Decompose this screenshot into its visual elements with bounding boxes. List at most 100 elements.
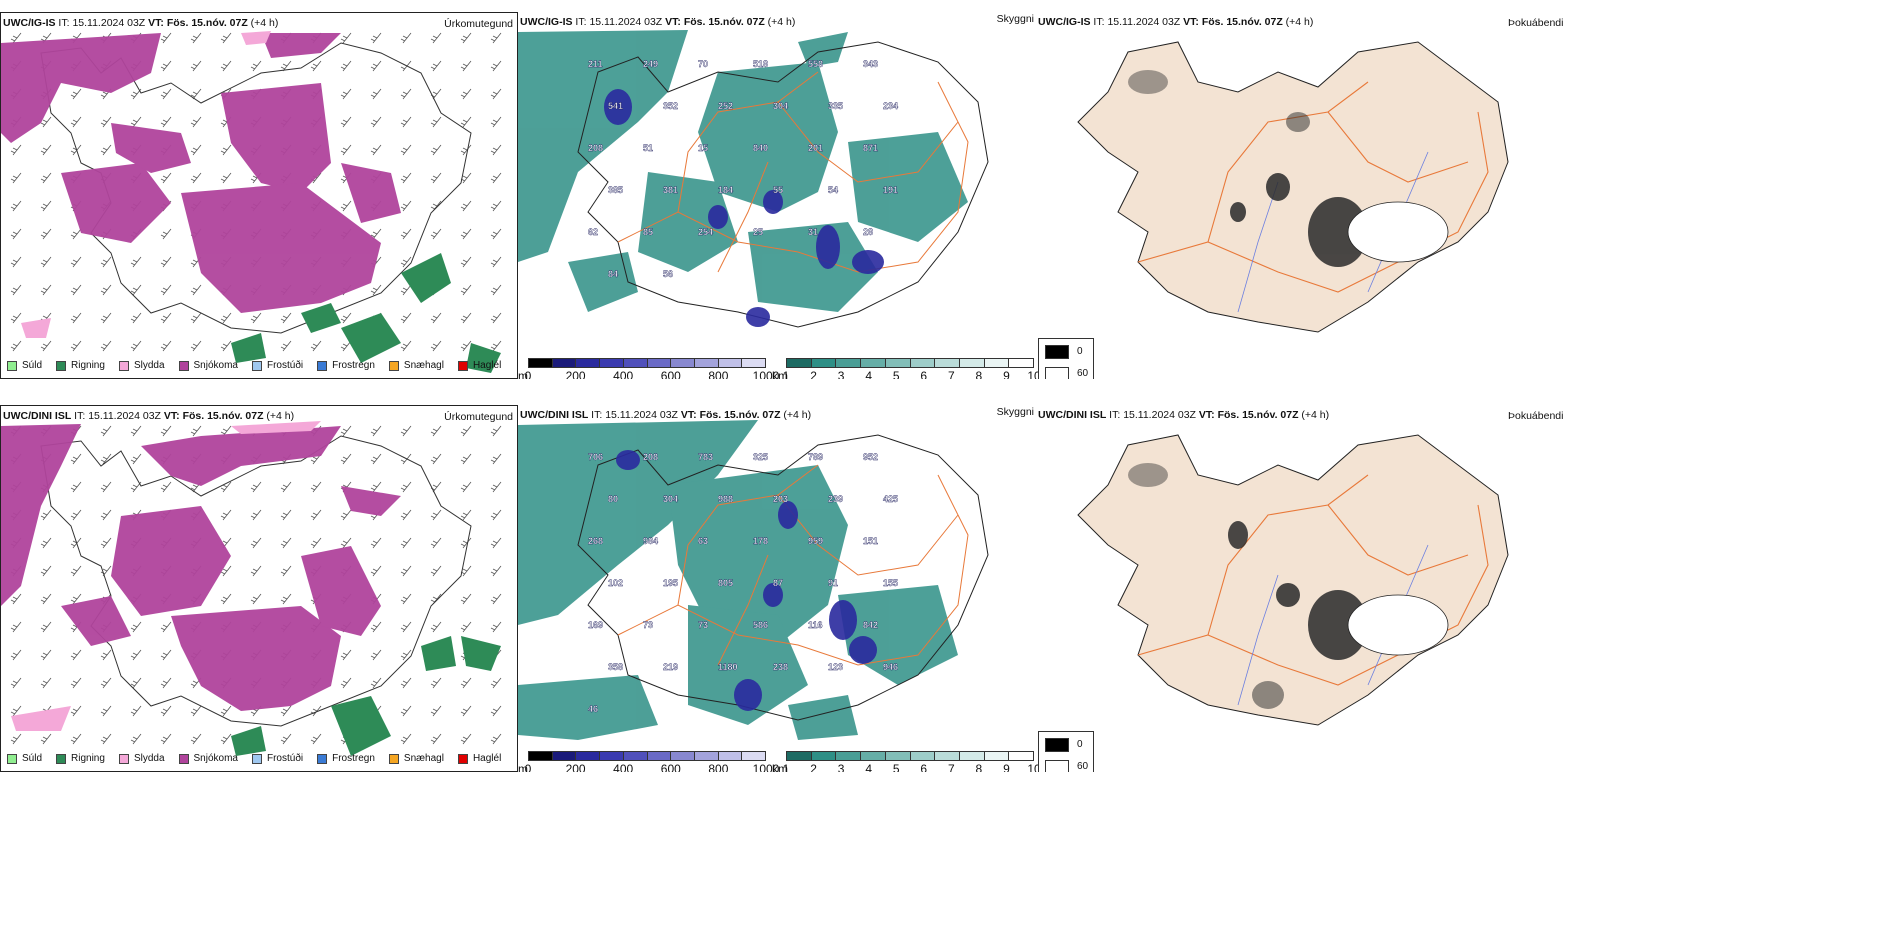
legend-swatch (317, 360, 328, 371)
ceiling-spot-value: 84 (608, 269, 618, 279)
wind-barb (490, 144, 502, 156)
wind-barb (130, 733, 142, 745)
wind-barb (460, 32, 472, 44)
tick-label: 1000 (752, 369, 780, 379)
wind-barb (490, 256, 502, 268)
wind-barb (460, 733, 472, 745)
visibility-bar (786, 751, 1034, 761)
wind-barb (100, 677, 112, 689)
ceiling-spot-value: 51 (643, 143, 653, 153)
wind-barb (130, 649, 142, 661)
ceiling-spot-value: 56 (663, 269, 673, 279)
rain-areas (231, 253, 501, 373)
ceiling-spot-value: 208 (588, 143, 603, 153)
wind-barb (70, 453, 82, 465)
wind-barb (490, 593, 502, 605)
fog-panel-row2: UWC/DINI ISL IT: 15.11.2024 03Z VT: Fös.… (1038, 405, 1900, 772)
ceiling-spot-value: 25 (753, 227, 763, 237)
ceiling-spot-value: 63 (698, 536, 708, 546)
wind-barb (310, 60, 322, 72)
ceiling-spot-value: 842 (863, 620, 878, 630)
legend-label: Snjókoma (193, 360, 238, 371)
wind-barb (220, 481, 232, 493)
wind-barb (310, 537, 322, 549)
wind-barb (70, 116, 82, 128)
ceiling-spot-value: 358 (608, 662, 623, 672)
legend-swatch (118, 360, 129, 371)
wind-barb (40, 677, 52, 689)
wind-barb (490, 60, 502, 72)
tick-label: 0 (524, 762, 532, 772)
legend-label: Snæhagl (403, 753, 444, 764)
wind-barb (40, 284, 52, 296)
ceiling-unit: m (518, 369, 528, 379)
wind-barb (220, 340, 232, 352)
wind-barb (70, 733, 82, 745)
tick-label: 9 (1003, 762, 1010, 772)
legend-item-5: Frostregn (317, 753, 375, 764)
wind-barb (430, 565, 442, 577)
wind-barb (460, 60, 472, 72)
visibility-map: 211 249 70 518 558 343 541 352 252 304 335 234 208 51… (518, 30, 989, 328)
legend-swatch (457, 360, 468, 371)
wind-barb (400, 509, 412, 521)
tick-label: 10 (1027, 369, 1038, 379)
tick-label: 9 (1003, 369, 1010, 379)
wind-barb (460, 228, 472, 240)
wind-barb (340, 537, 352, 549)
wind-barb (340, 509, 352, 521)
wind-barb (400, 32, 412, 44)
wind-barb (370, 284, 382, 296)
wind-barb (70, 705, 82, 717)
wind-barb (460, 200, 472, 212)
legend-label: Rigning (71, 753, 105, 764)
legend-label: Frostúði (266, 753, 304, 764)
vis-panel-row1: 211 249 70 518 558 343 541 352 252 304 335 234 208 51… (518, 12, 1038, 379)
ceiling-spot-value: 946 (883, 662, 898, 672)
wind-barb (460, 284, 472, 296)
wind-barb (10, 340, 22, 352)
ceiling-spot-value: 116 (808, 620, 823, 630)
wind-barb (460, 481, 472, 493)
tick-label: 1 (782, 369, 790, 379)
header-precip-row1: UWC/IG-IS IT: 15.11.2024 03Z VT: Fös. 15… (3, 17, 279, 29)
wind-barb (10, 705, 22, 717)
wind-barb (220, 60, 232, 72)
wind-barb (220, 733, 232, 745)
wind-barb (460, 425, 472, 437)
wind-barb (250, 537, 262, 549)
wind-barb (460, 705, 472, 717)
tick-label: 800 (708, 762, 729, 772)
ceiling-spot-value: 178 (753, 536, 768, 546)
ceiling-spot-value: 203 (773, 494, 788, 504)
legend-item-2: Slydda (118, 753, 165, 764)
wind-barb (490, 453, 502, 465)
ceiling-spot-value: 169 (588, 620, 603, 630)
wind-barb (130, 621, 142, 633)
wind-barb (400, 284, 412, 296)
wind-barb (340, 60, 352, 72)
low-ceiling-areas (616, 450, 877, 711)
wind-barb (160, 312, 172, 324)
header-fog-row2: UWC/DINI ISL IT: 15.11.2024 03Z VT: Fös.… (1038, 409, 1330, 421)
legend-item-5: Frostregn (317, 360, 375, 371)
wind-barb (370, 481, 382, 493)
wind-barb (160, 621, 172, 633)
wind-barb (160, 256, 172, 268)
wind-barb (160, 733, 172, 745)
wind-barb (100, 733, 112, 745)
wind-barb (400, 228, 412, 240)
ceiling-spot-values: 706 208 783 325 789 952 80 304 988 203 239 425 268 98… (588, 452, 898, 714)
wind-barb (10, 32, 22, 44)
wind-barb (10, 256, 22, 268)
wind-barb (400, 593, 412, 605)
legend-label: Rigning (71, 360, 105, 371)
ceiling-spot-value: 381 (663, 185, 678, 195)
wind-barb (280, 705, 292, 717)
precip-title: Úrkomutegund (444, 18, 513, 30)
ceiling-spot-value: 208 (643, 452, 658, 462)
wind-barb (40, 340, 52, 352)
legend-item-3: Snjókoma (178, 753, 238, 764)
ceiling-spot-value: 155 (883, 578, 898, 588)
wind-barb (190, 425, 202, 437)
